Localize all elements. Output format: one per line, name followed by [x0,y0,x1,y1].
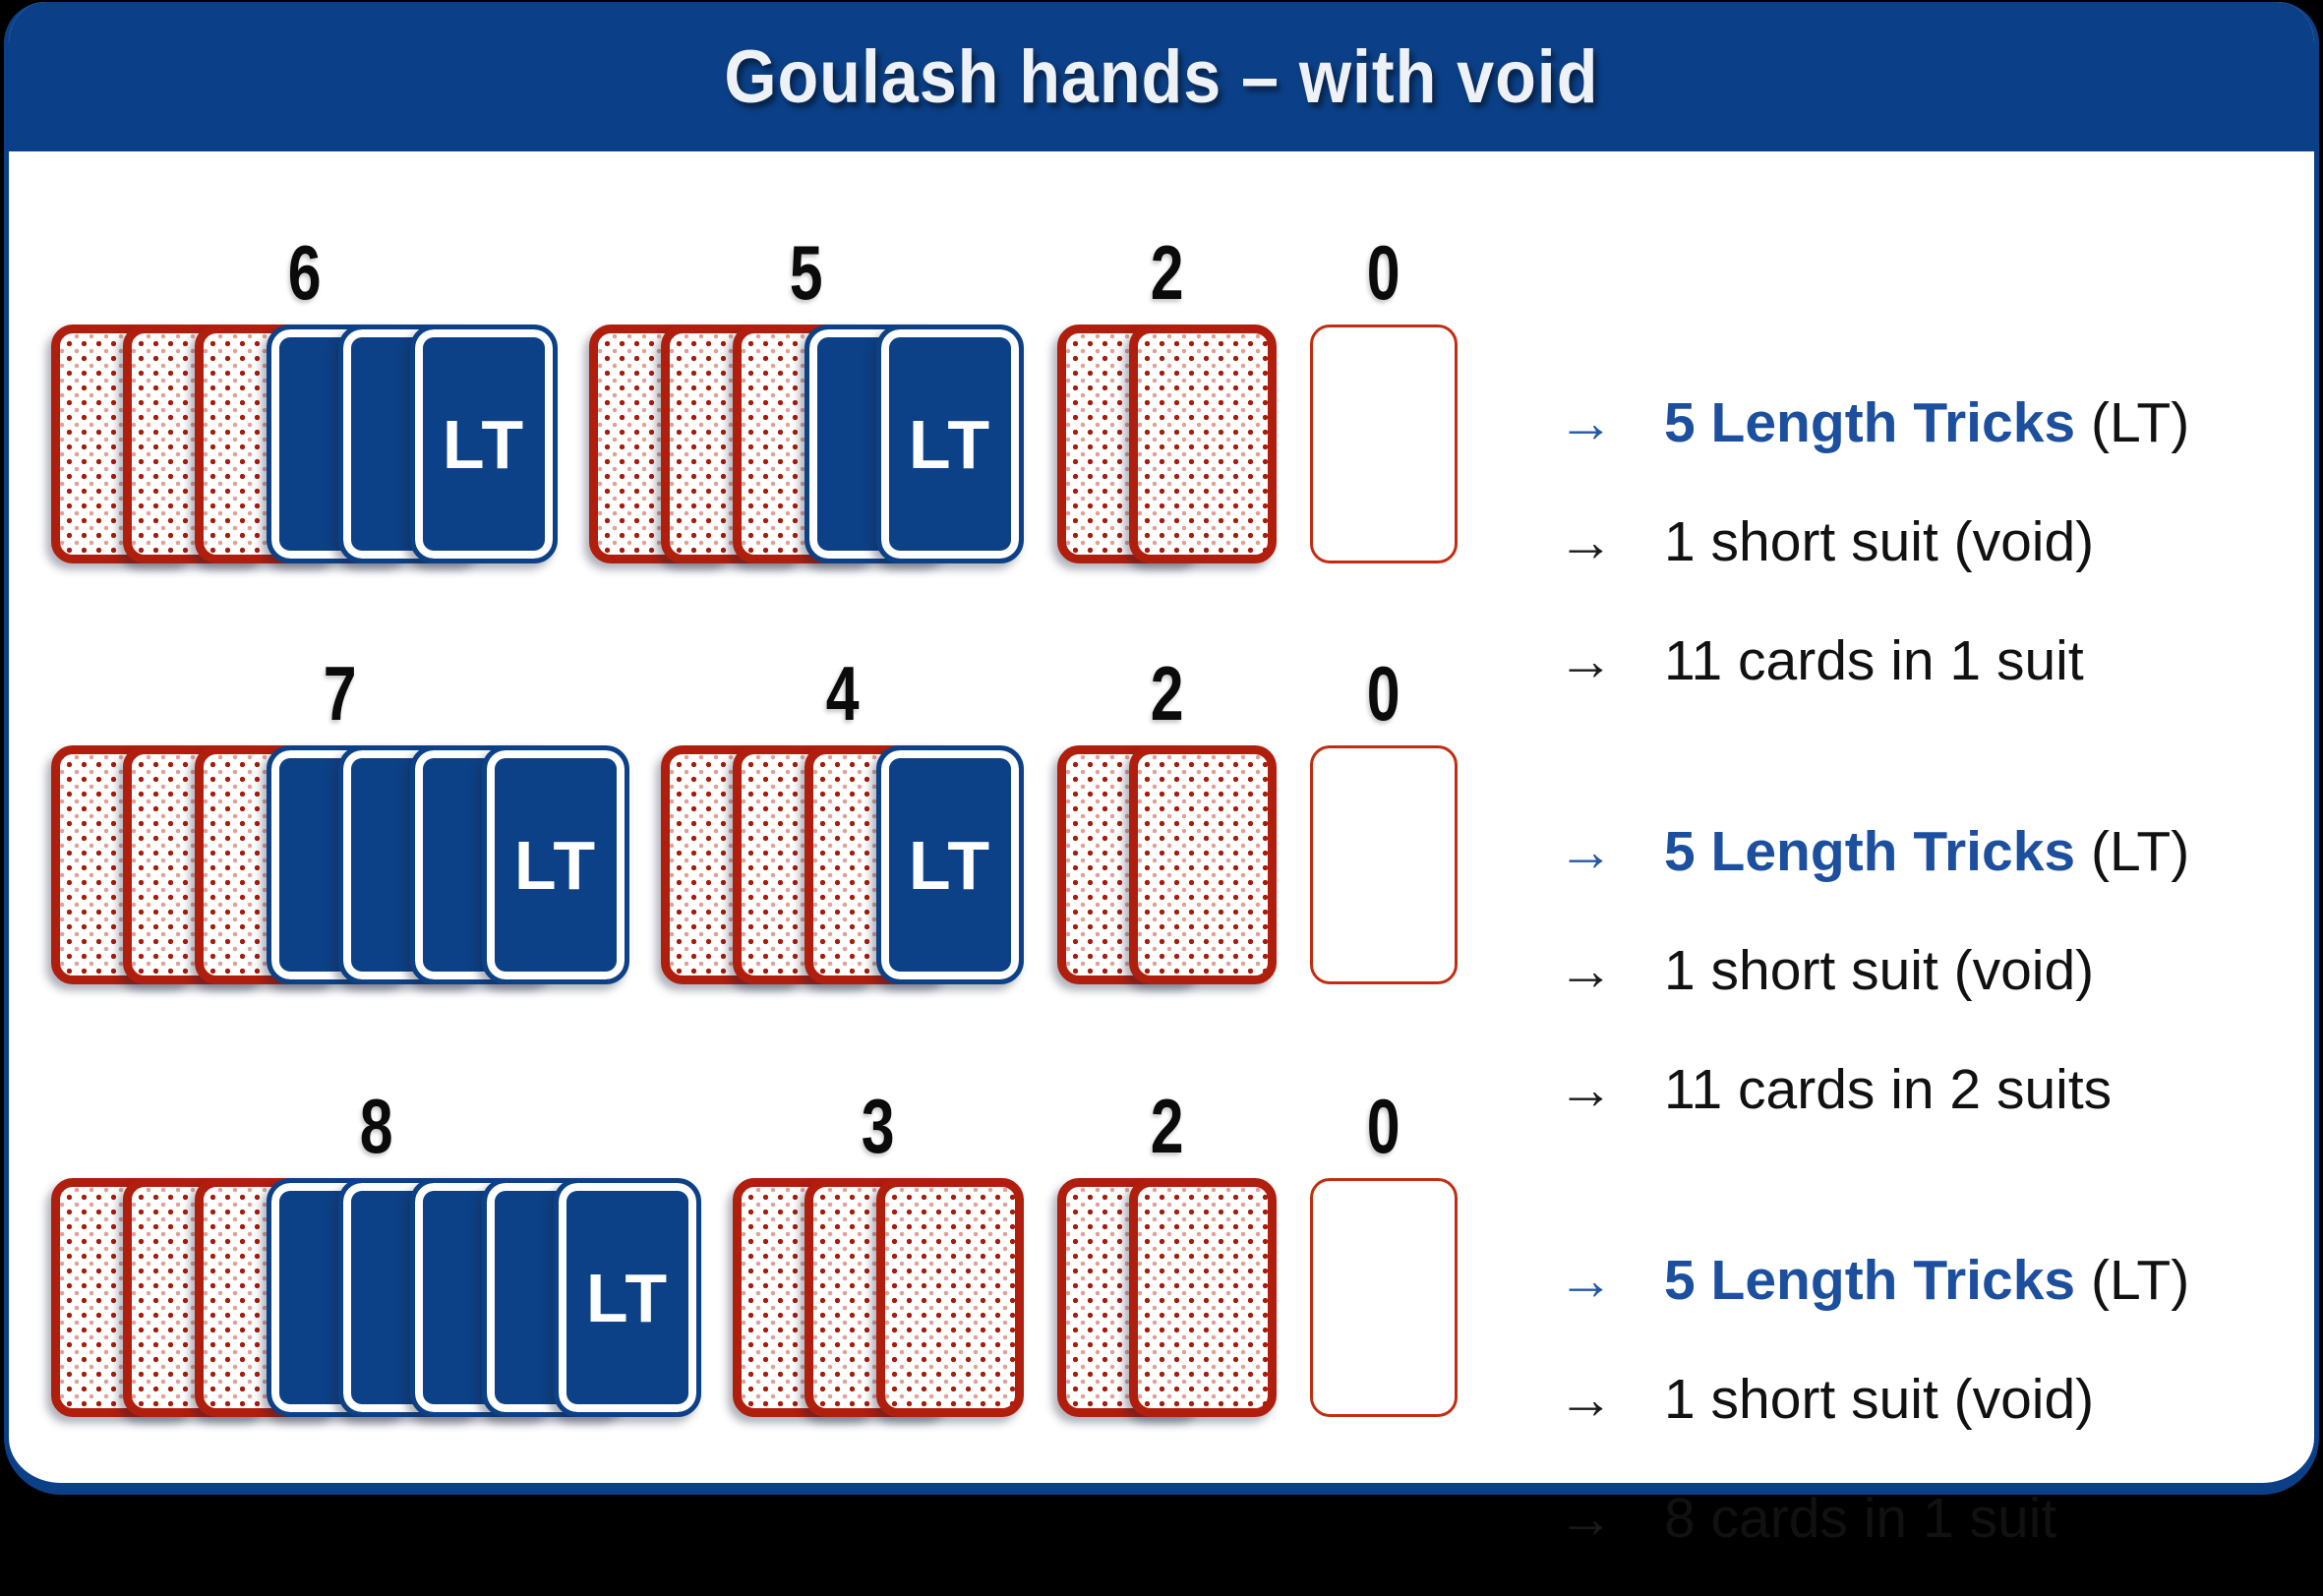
card-count-label: 0 [1367,229,1400,316]
length-trick-label: LT [442,405,526,483]
note-short-suit: → 1 short suit (void) [1558,1358,2189,1442]
suit-group-8: 8 LT [51,1083,701,1417]
card-count-label: 4 [825,650,860,737]
arrow-icon: → [1558,1249,1614,1312]
note-text: 1 short suit (void) [1664,510,2095,573]
note-lead: 5 Length Tricks [1664,391,2076,454]
hand-notes: → 5 Length Tricks (LT) → 1 short suit (voi… [1558,1204,2189,1596]
diagram-layer: 6 LT 5 LT 2 0 7 LT 4 LT 2 0 8 LT 3 2 0 →… [51,229,2189,1550]
arrow-icon: → [1558,820,1614,883]
hand-notes: → 5 Length Tricks (LT) → 1 short suit (voi… [1558,775,2189,1167]
arrow-icon: → [1558,510,1614,573]
card-count-label: 6 [287,229,322,316]
suit-group-2: 2 [1057,229,1277,563]
card-count-label: 0 [1367,1083,1400,1169]
card-empty [1310,1178,1458,1417]
card-count-label: 2 [1150,1083,1184,1169]
suit-group-6: 6 LT [51,229,558,563]
suit-group-5: 5 LT [589,229,1024,563]
suit-group-3: 3 [733,1083,1024,1417]
arrow-icon: → [1558,1058,1614,1121]
arrow-icon: → [1558,1487,1614,1550]
note-length-tricks: → 5 Length Tricks (LT) [1558,810,2189,894]
length-trick-label: LT [585,1259,670,1336]
card-blue: LT [876,745,1024,984]
suit-group-void: 0 [1310,650,1458,984]
note-lead: 5 Length Tricks [1664,1249,2076,1312]
note-text: 1 short suit (void) [1664,1368,2095,1431]
card-blue: LT [876,325,1024,563]
note-tail: (LT) [2075,1249,2190,1312]
card-red [1129,745,1277,984]
suit-group-void: 0 [1310,229,1458,563]
note-length-tricks: → 5 Length Tricks (LT) [1558,382,2189,465]
note-card-count: → 11 cards in 2 suits [1558,1048,2189,1132]
card-empty [1310,745,1458,984]
suit-group-2: 2 [1057,1083,1277,1417]
suit-group-7: 7 LT [51,650,629,984]
arrow-icon: → [1558,939,1614,1002]
card-red [876,1178,1024,1417]
card-count-label: 7 [324,650,357,737]
note-text: 11 cards in 1 suit [1664,629,2084,692]
card-blue: LT [554,1178,701,1417]
note-short-suit: → 1 short suit (void) [1558,929,2189,1013]
note-text: 11 cards in 2 suits [1664,1058,2113,1121]
card-count-label: 3 [862,1083,895,1169]
card-count-label: 8 [359,1083,393,1169]
suit-group-4: 4 LT [661,650,1024,984]
card-count-label: 2 [1150,650,1184,737]
length-trick-label: LT [908,826,992,904]
card-empty [1310,325,1458,563]
card-count-label: 5 [790,229,823,316]
note-tail: (LT) [2075,820,2190,883]
card-blue: LT [482,745,629,984]
note-text: 1 short suit (void) [1664,939,2095,1002]
page-title: Goulash hands – with void [724,34,1599,119]
arrow-icon: → [1558,391,1614,454]
length-trick-label: LT [513,826,598,904]
note-tail: (LT) [2075,391,2190,454]
note-text: 8 cards in 1 suit [1664,1487,2057,1550]
note-lead: 5 Length Tricks [1664,820,2076,883]
note-card-count: → 11 cards in 1 suit [1558,620,2189,703]
card-blue: LT [410,325,558,563]
note-length-tricks: → 5 Length Tricks (LT) [1558,1239,2189,1323]
card-count-label: 0 [1367,650,1400,737]
card-count-label: 2 [1150,229,1184,316]
hand-notes: → 5 Length Tricks (LT) → 1 short suit (voi… [1558,346,2189,739]
card-red [1129,325,1277,563]
suit-group-void: 0 [1310,1083,1458,1417]
note-card-count: → 8 cards in 1 suit [1558,1477,2189,1561]
title-bar: Goulash hands – with void [9,2,2314,151]
suit-group-2: 2 [1057,650,1277,984]
length-trick-label: LT [908,405,992,483]
card-red [1129,1178,1277,1417]
arrow-icon: → [1558,629,1614,692]
arrow-icon: → [1558,1368,1614,1431]
note-short-suit: → 1 short suit (void) [1558,501,2189,584]
